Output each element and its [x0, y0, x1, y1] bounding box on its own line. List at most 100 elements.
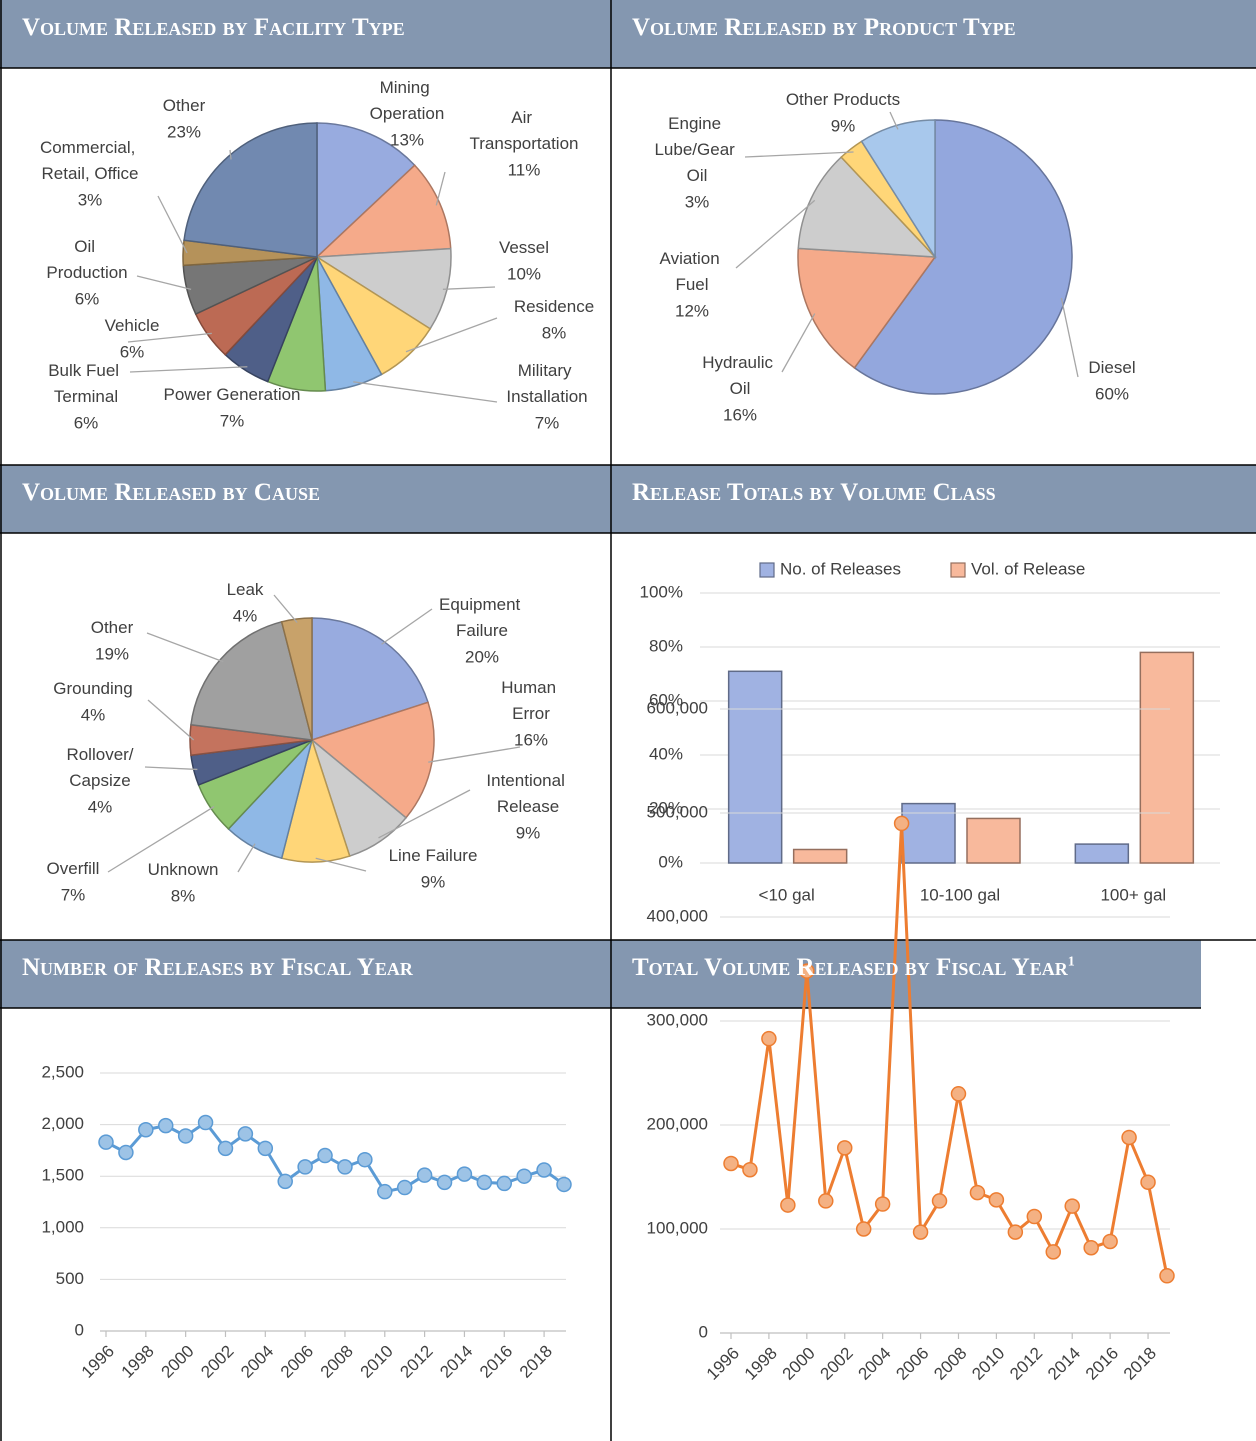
- pie-slice: [797, 156, 937, 258]
- x-tick-label: 2002: [197, 1342, 237, 1382]
- x-tick-label: 1996: [703, 1344, 743, 1384]
- x-tick-label: 2016: [476, 1342, 516, 1382]
- leader-line: [781, 313, 816, 373]
- line-marker: [257, 1140, 274, 1157]
- y-tick-label: 0: [75, 1320, 84, 1339]
- pie-slice: [183, 122, 318, 258]
- slice-label: Equipment Failure: [439, 595, 525, 640]
- line-marker: [536, 1162, 552, 1178]
- leader-line: [129, 366, 248, 373]
- leader-line: [744, 151, 854, 158]
- slice-value-label: 6%: [74, 413, 99, 432]
- leader-line: [107, 805, 215, 873]
- slice-label: Engine Lube/Gear Oil: [654, 114, 739, 185]
- bar: [1074, 843, 1130, 864]
- slice-label: Line Failure: [389, 846, 478, 865]
- line-marker: [177, 1128, 194, 1144]
- x-tick-label: 2004: [854, 1344, 894, 1384]
- header-band: [0, 0, 1256, 68]
- y-tick-label: 60%: [649, 690, 683, 709]
- line-marker: [416, 1167, 433, 1183]
- chart-title: Release Totals by Volume Class: [632, 479, 996, 506]
- y-tick-label: 400,000: [647, 906, 708, 925]
- line-marker: [988, 1192, 1005, 1208]
- y-tick-label: 200,000: [647, 1114, 708, 1133]
- pie-slice: [314, 164, 452, 258]
- y-tick-label: 500: [56, 1269, 84, 1288]
- leader-line: [237, 843, 256, 873]
- slice-value-label: 6%: [120, 342, 145, 361]
- y-tick-label: 500,000: [647, 802, 708, 821]
- line-marker: [912, 1224, 929, 1240]
- line-marker: [950, 1086, 967, 1102]
- x-tick-label: 1996: [78, 1342, 118, 1382]
- y-tick-label: 100,000: [647, 1218, 708, 1237]
- x-tick-label: 2006: [277, 1342, 317, 1382]
- leader-line: [136, 275, 192, 290]
- leader-line: [353, 381, 498, 403]
- slice-value-label: 7%: [535, 413, 560, 432]
- y-tick-label: 2,500: [41, 1062, 84, 1081]
- line-marker: [297, 1159, 313, 1175]
- slice-label: Other: [163, 96, 206, 115]
- line-marker: [197, 1114, 214, 1131]
- x-tick-label: 2018: [516, 1342, 556, 1382]
- slice-label: Diesel: [1088, 358, 1135, 377]
- leader-line: [144, 766, 198, 771]
- line-marker: [217, 1140, 234, 1157]
- slice-value-label: 3%: [78, 190, 103, 209]
- bar: [792, 848, 848, 864]
- title-note: 1: [1067, 954, 1075, 970]
- leader-line: [442, 286, 496, 290]
- slice-label: Hydraulic Oil: [702, 353, 778, 398]
- chart-title: Number of Releases by Fiscal Year: [22, 954, 413, 981]
- pie-slice: [853, 119, 1073, 395]
- leader-line: [273, 594, 298, 624]
- x-tick-label: 2008: [317, 1342, 357, 1382]
- bar: [1139, 651, 1195, 864]
- line-marker: [1083, 1239, 1099, 1256]
- leader-line: [1060, 297, 1079, 378]
- slice-value-label: 12%: [675, 301, 709, 320]
- x-tick-label: 2014: [436, 1342, 476, 1382]
- y-tick-label: 300,000: [647, 1010, 708, 1029]
- line-marker: [1140, 1174, 1156, 1190]
- chart-title: Volume Released by Cause: [22, 479, 320, 506]
- line-marker: [818, 1193, 834, 1209]
- line-marker: [780, 1197, 796, 1213]
- slice-label: Aviation Fuel: [660, 249, 725, 294]
- slice-value-label: 6%: [75, 289, 100, 308]
- slice-label: Rollover/Capsize: [66, 745, 133, 790]
- slice-label: Human Error: [501, 678, 561, 723]
- y-tick-label: 0%: [658, 852, 683, 871]
- leader-line: [315, 857, 367, 872]
- leader-line: [889, 111, 899, 130]
- line-marker: [1026, 1208, 1043, 1225]
- line-marker: [496, 1175, 513, 1192]
- slice-label: Vehicle: [105, 316, 160, 335]
- slice-value-label: 23%: [167, 122, 201, 141]
- slice-value-label: 8%: [542, 323, 567, 342]
- line-marker: [761, 1030, 777, 1047]
- line-marker: [742, 1161, 758, 1178]
- y-tick-label: 1,000: [41, 1217, 84, 1236]
- x-tick-label: 1998: [118, 1342, 158, 1382]
- leader-line: [229, 149, 232, 160]
- slice-label: Grounding: [53, 679, 132, 698]
- slice-label: Leak: [227, 580, 264, 599]
- legend-label: No. of Releases: [780, 559, 901, 578]
- y-tick-label: 20%: [649, 798, 683, 817]
- slice-label: Bulk Fuel Terminal: [48, 361, 124, 406]
- slice-label: Overfill: [47, 859, 100, 878]
- y-tick-label: 2,000: [41, 1114, 84, 1133]
- x-tick-label: 2012: [396, 1342, 436, 1382]
- line-marker: [476, 1174, 493, 1191]
- line-marker: [855, 1221, 872, 1237]
- line-series: [105, 1120, 565, 1194]
- x-tick-label: <10 gal: [759, 885, 815, 904]
- line-marker: [1007, 1224, 1024, 1240]
- legend-swatch: [759, 562, 775, 578]
- x-tick-label: 10-100 gal: [920, 885, 1000, 904]
